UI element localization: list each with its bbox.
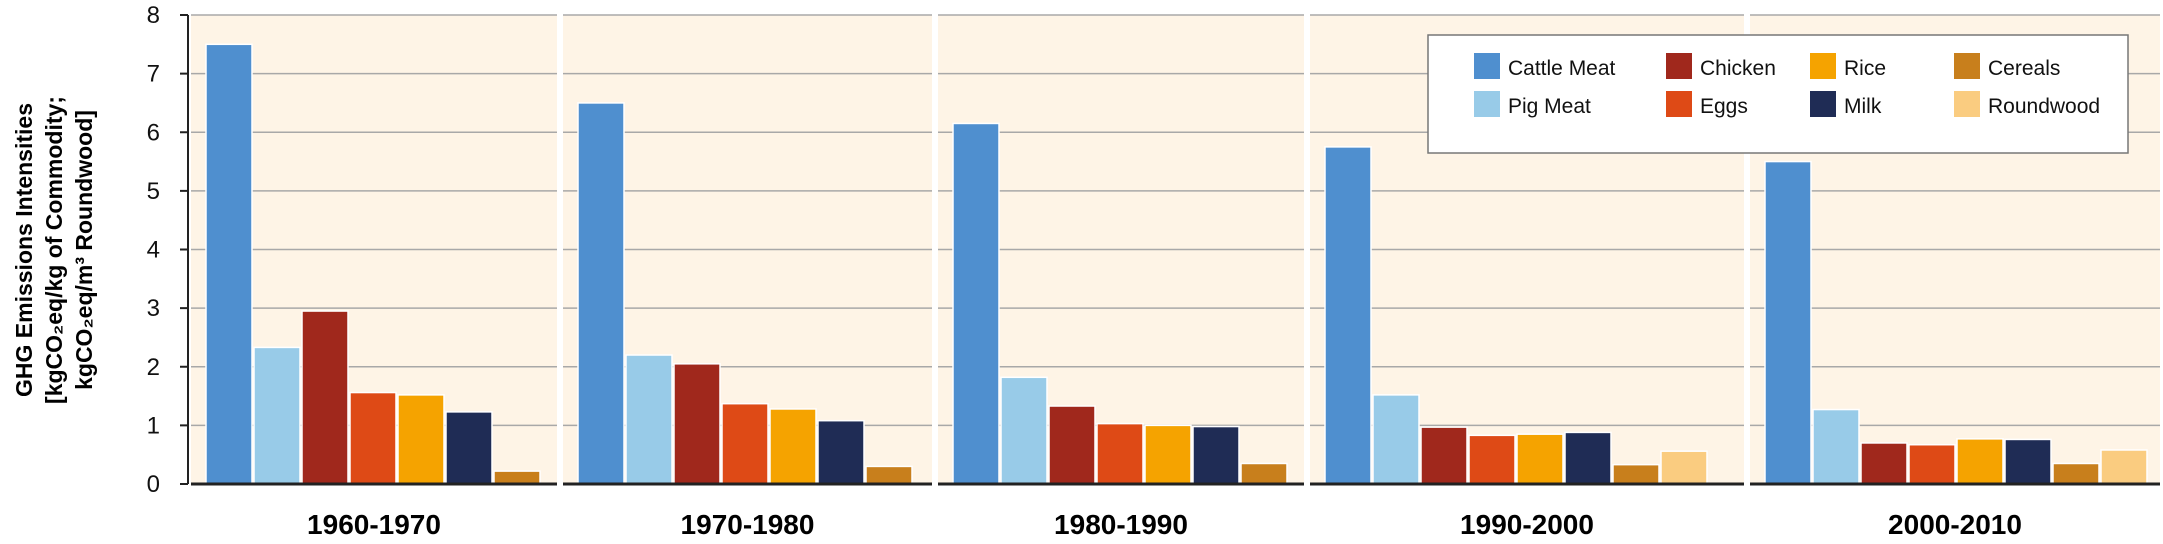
legend-item-pig-meat: Pig Meat	[1474, 91, 1591, 118]
bar-1960-1970-chicken	[301, 310, 349, 485]
bar-1980-1990-milk	[1192, 425, 1240, 485]
y-tick-label: 3	[147, 295, 160, 322]
y-axis-label-line: kgCO₂eq/m³ Roundwood]	[71, 110, 97, 390]
bar-1970-1980-rice	[769, 408, 817, 485]
bar-1960-1970-pig-meat	[253, 346, 301, 485]
legend-label: Cereals	[1988, 57, 2060, 80]
panel-1960-1970: 1960-1970	[191, 14, 557, 540]
legend-swatch	[1954, 53, 1980, 79]
panel-label: 1960-1970	[307, 509, 441, 540]
bar-1970-1980-milk	[817, 419, 865, 485]
bar-2000-2010-eggs	[1908, 443, 1956, 485]
bar-2000-2010-cereals	[2052, 462, 2100, 485]
bar-1980-1990-eggs	[1096, 422, 1144, 485]
bar-1990-2000-eggs	[1468, 434, 1516, 485]
bar-2000-2010-milk	[2004, 438, 2052, 485]
legend-label: Eggs	[1700, 95, 1748, 118]
bar-1990-2000-cereals	[1612, 463, 1660, 485]
y-axis: 0 1 2 3 4 5 6 7 8 GHG Emissions Intensities [kgCO₂…	[11, 2, 189, 498]
bar-1960-1970-cereals	[493, 470, 541, 485]
bar-1990-2000-cattle-meat	[1324, 146, 1372, 485]
legend-item-cereals: Cereals	[1954, 53, 2060, 80]
panel-label: 1970-1980	[681, 509, 815, 540]
bar-1990-2000-roundwood	[1660, 450, 1708, 485]
legend-label: Rice	[1844, 57, 1886, 80]
y-axis-label-line: GHG Emissions Intensities	[11, 103, 37, 397]
legend-label: Milk	[1844, 95, 1882, 118]
bar-1990-2000-chicken	[1420, 426, 1468, 485]
legend-item-chicken: Chicken	[1666, 53, 1776, 80]
y-tick-label: 5	[147, 178, 160, 205]
legend-box	[1427, 34, 2129, 154]
panel-1980-1990: 1980-1990	[938, 14, 1304, 540]
bar-2000-2010-chicken	[1860, 442, 1908, 485]
panel-label: 1980-1990	[1054, 509, 1188, 540]
bar-1970-1980-chicken	[673, 363, 721, 485]
legend: Cattle Meat Chicken Rice Cereals Pig Meat Egg…	[1427, 34, 2129, 154]
bar-1970-1980-eggs	[721, 402, 769, 485]
y-tick-label: 4	[147, 237, 160, 264]
y-tick-label: 6	[147, 119, 160, 146]
y-tick-label: 1	[147, 412, 160, 439]
panel-label: 2000-2010	[1888, 509, 2022, 540]
legend-item-cattle-meat: Cattle Meat	[1474, 53, 1616, 80]
bar-1980-1990-cattle-meat	[952, 122, 1000, 485]
bar-1990-2000-pig-meat	[1372, 394, 1420, 485]
panels-layer: 1960-1970 1970-1980 1980-1990 1990-2000 2000…	[191, 14, 2160, 540]
bar-1970-1980-pig-meat	[625, 354, 673, 485]
bar-1980-1990-chicken	[1048, 405, 1096, 485]
bar-1980-1990-pig-meat	[1000, 376, 1048, 485]
y-tick-label: 0	[147, 471, 160, 498]
bar-2000-2010-roundwood	[2100, 449, 2148, 485]
legend-swatch	[1474, 91, 1500, 117]
legend-swatch	[1666, 53, 1692, 79]
bar-1960-1970-rice	[397, 394, 445, 485]
legend-item-milk: Milk	[1810, 91, 1882, 118]
legend-label: Pig Meat	[1508, 95, 1591, 118]
bar-1990-2000-rice	[1516, 433, 1564, 485]
panel-1970-1980: 1970-1980	[563, 14, 932, 540]
panel-label: 1990-2000	[1460, 509, 1594, 540]
y-tick-label: 2	[147, 354, 160, 381]
bar-1970-1980-cereals	[865, 465, 913, 485]
bar-1980-1990-rice	[1144, 424, 1192, 485]
bar-1990-2000-milk	[1564, 431, 1612, 485]
panel-1990-2000: 1990-2000	[1310, 14, 1744, 540]
legend-swatch	[1666, 91, 1692, 117]
legend-swatch	[1474, 53, 1500, 79]
y-axis-label-line: [kgCO₂eq/kg of Commodity;	[41, 96, 67, 404]
legend-label: Roundwood	[1988, 95, 2100, 118]
bar-1960-1970-eggs	[349, 391, 397, 485]
bar-1960-1970-cattle-meat	[205, 43, 253, 485]
legend-label: Cattle Meat	[1508, 57, 1616, 80]
bar-2000-2010-pig-meat	[1812, 408, 1860, 485]
legend-swatch	[1810, 91, 1836, 117]
legend-swatch	[1810, 53, 1836, 79]
legend-item-rice: Rice	[1810, 53, 1886, 80]
bar-2000-2010-cattle-meat	[1764, 160, 1812, 485]
y-tick-label: 8	[147, 2, 160, 29]
bar-1980-1990-cereals	[1240, 462, 1288, 485]
legend-item-eggs: Eggs	[1666, 91, 1748, 118]
bar-2000-2010-rice	[1956, 438, 2004, 485]
legend-swatch	[1954, 91, 1980, 117]
legend-label: Chicken	[1700, 57, 1776, 80]
legend-item-roundwood: Roundwood	[1954, 91, 2100, 118]
bar-1960-1970-milk	[445, 411, 493, 485]
y-tick-label: 7	[147, 61, 160, 88]
bar-1970-1980-cattle-meat	[577, 102, 625, 485]
